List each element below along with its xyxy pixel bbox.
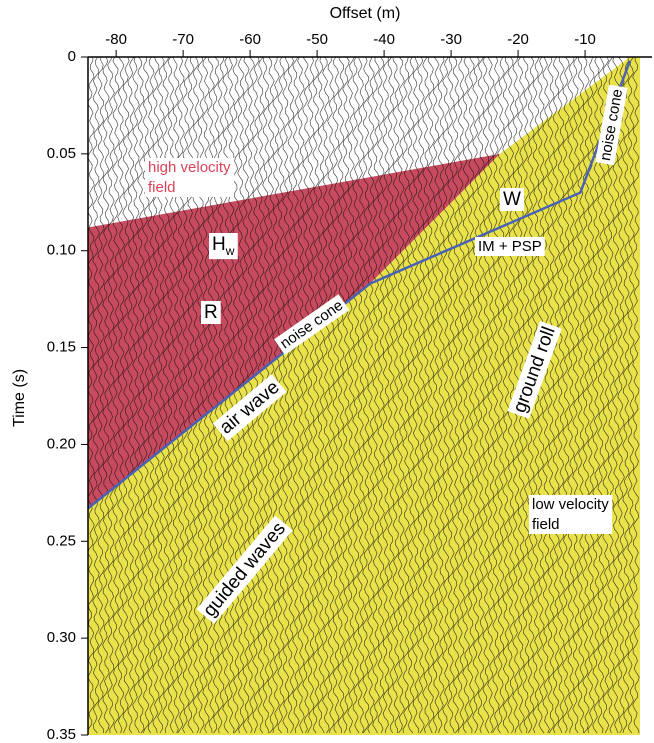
annotation-line: H <box>212 234 226 255</box>
annotation: Hw <box>209 233 238 259</box>
chart: Offset (m) Time (s) -80 -70 -60 -50 -40 -30 -2… <box>0 0 654 743</box>
annotation-line: low velocity <box>532 496 609 513</box>
y-tick-label: 0 <box>68 48 76 65</box>
y-tick-label: 0.10 <box>47 242 76 259</box>
annotation-line: high velocity <box>148 159 231 176</box>
x-tick-label: -20 <box>507 31 529 48</box>
x-tick-label: -40 <box>373 31 395 48</box>
annotation: R <box>201 301 221 324</box>
annotation-text: R <box>204 302 218 323</box>
annotation-line: R <box>204 302 218 323</box>
annotation-text: IM + PSP <box>478 238 542 255</box>
y-tick-label: 0.35 <box>47 726 76 743</box>
annotation: IM + PSP <box>475 237 545 256</box>
annotation-text: W <box>503 189 521 210</box>
annotation-line: W <box>503 189 521 210</box>
annotation: high velocity field <box>145 158 234 197</box>
x-tick-label: -10 <box>574 31 596 48</box>
annotation-line: field <box>148 179 176 196</box>
x-axis-title: Offset (m) <box>330 5 401 22</box>
y-axis-title: Time (s) <box>11 369 28 427</box>
y-tick-label: 0.15 <box>47 339 76 356</box>
annotation-line: field <box>532 516 560 533</box>
annotation-line: IM + PSP <box>478 238 542 255</box>
y-tick-label: 0.30 <box>47 629 76 646</box>
x-tick-label: -60 <box>239 31 261 48</box>
x-tick-label: -30 <box>440 31 462 48</box>
y-tick-label: 0.05 <box>47 145 76 162</box>
y-tick-label: 0.20 <box>47 435 76 452</box>
x-tick-label: -80 <box>105 31 127 48</box>
annotation: low velocity field <box>529 495 612 534</box>
annotation: W <box>500 188 524 211</box>
annotation-line: w <box>225 244 235 258</box>
x-tick-label: -50 <box>306 31 328 48</box>
x-tick-label: -70 <box>172 31 194 48</box>
y-tick-label: 0.25 <box>47 532 76 549</box>
